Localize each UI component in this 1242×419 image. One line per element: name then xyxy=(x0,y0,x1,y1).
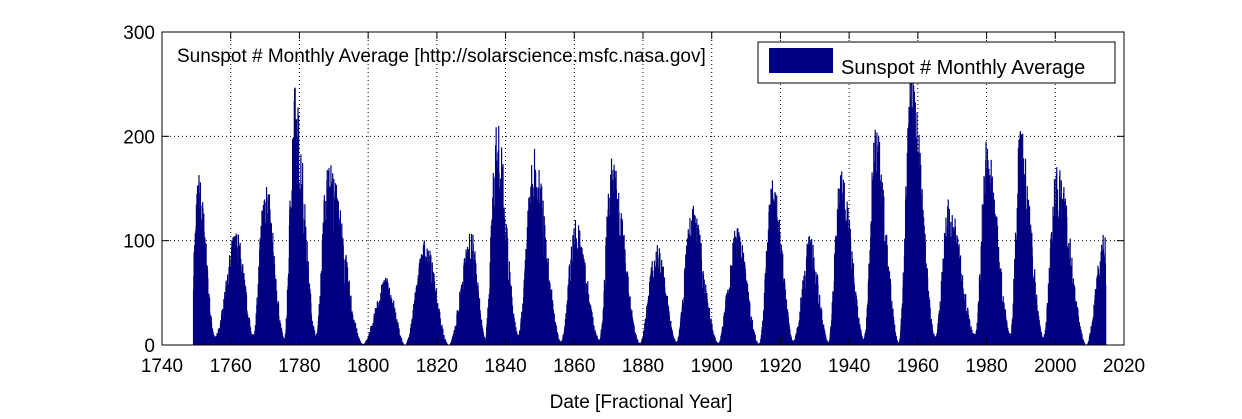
sunspot-bar xyxy=(1105,285,1106,345)
chart-inner-title: Sunspot # Monthly Average [http://solars… xyxy=(177,46,706,67)
x-tick-label: 1900 xyxy=(691,356,733,377)
x-tick-label: 1740 xyxy=(141,356,183,377)
x-tick-labels: 1740 1760 1780 1800 1820 1840 1860 1880 1900 1920… xyxy=(141,356,1145,377)
x-tick-label: 1960 xyxy=(897,356,939,377)
x-tick-label: 1860 xyxy=(553,356,595,377)
legend-swatch xyxy=(769,48,833,73)
x-tick-label: 1920 xyxy=(759,356,801,377)
legend: Sunspot # Monthly Average xyxy=(758,42,1115,83)
legend-label: Sunspot # Monthly Average xyxy=(841,57,1085,79)
y-tick-labels: 0 100 200 300 xyxy=(123,23,155,357)
y-tick-label: 300 xyxy=(123,23,155,44)
x-tick-label: 1780 xyxy=(278,356,320,377)
x-tick-label: 2000 xyxy=(1034,356,1076,377)
x-tick-label: 1840 xyxy=(484,356,526,377)
x-tick-label: 1940 xyxy=(828,356,870,377)
x-tick-label: 1760 xyxy=(210,356,252,377)
x-tick-label: 2020 xyxy=(1103,356,1145,377)
y-tick-label: 0 xyxy=(144,336,155,357)
x-axis-label: Date [Fractional Year] xyxy=(550,392,733,413)
y-tick-label: 100 xyxy=(123,232,155,253)
y-tick-label: 200 xyxy=(123,127,155,148)
x-tick-label: 1880 xyxy=(622,356,664,377)
x-tick-label: 1800 xyxy=(347,356,389,377)
x-tick-label: 1980 xyxy=(965,356,1007,377)
x-tick-label: 1820 xyxy=(416,356,458,377)
